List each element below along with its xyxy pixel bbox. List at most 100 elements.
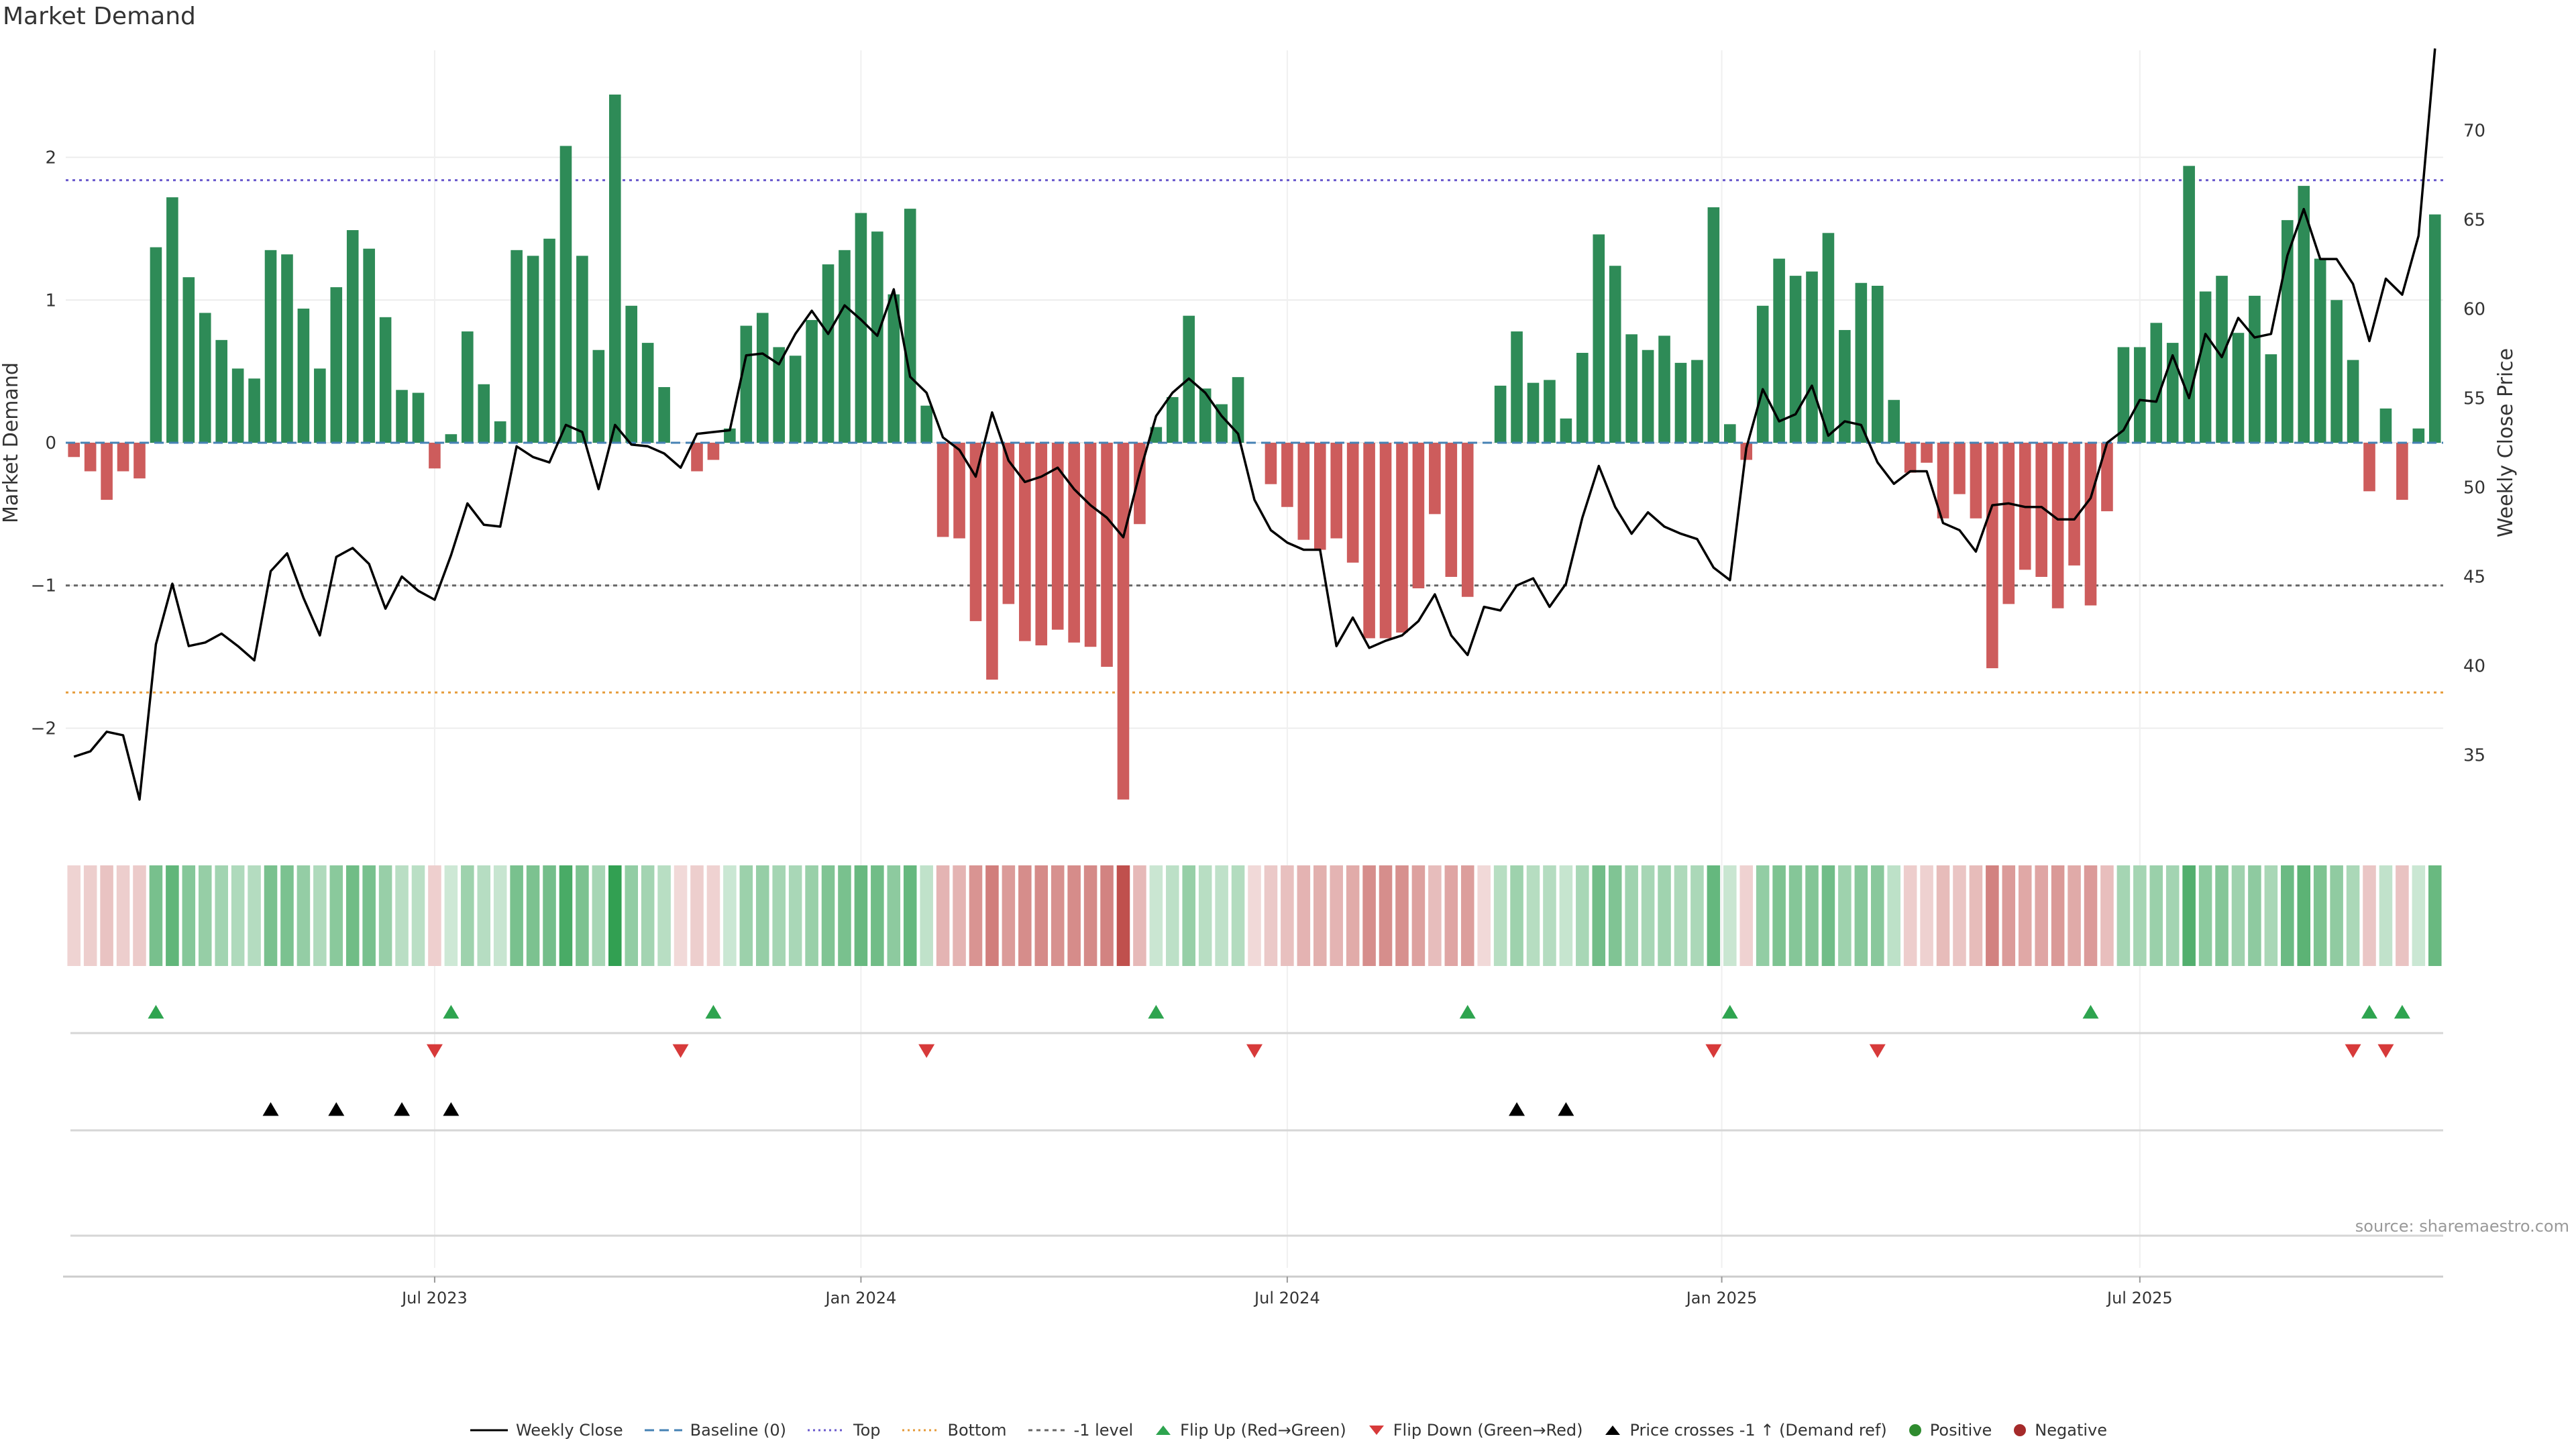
heat-strip-cell	[1739, 865, 1754, 966]
heat-strip-cell	[1231, 865, 1245, 966]
demand-bar	[855, 213, 867, 443]
demand-bar	[1511, 331, 1523, 443]
heat-strip-cell	[739, 865, 753, 966]
heat-strip-cell	[920, 865, 933, 966]
demand-bar	[1051, 443, 1064, 630]
demand-bar	[559, 146, 572, 443]
heat-strip-cell	[1346, 865, 1360, 966]
demand-bar	[1150, 427, 1163, 443]
heat-strip-cell	[706, 865, 720, 966]
demand-bar	[429, 443, 441, 469]
demand-bar	[1035, 443, 1048, 646]
legend-item-weekly-close: Weekly Close	[469, 1421, 623, 1440]
heat-strip-cell	[871, 865, 884, 966]
heat-strip-cell	[2165, 865, 2180, 966]
y-tick-label-right: 65	[2463, 211, 2485, 231]
demand-bar	[756, 313, 769, 443]
x-tick-label: Jul 2023	[400, 1289, 468, 1307]
demand-bar	[2314, 258, 2326, 443]
legend-label: Price crosses -1 ↑ (Demand ref)	[1629, 1421, 1887, 1440]
demand-bar	[2347, 360, 2359, 443]
demand-bar	[953, 443, 965, 539]
demand-bar	[2051, 443, 2064, 608]
flip-down-marker	[426, 1044, 443, 1058]
demand-bar	[346, 230, 359, 443]
price-cross-marker	[328, 1102, 345, 1116]
y-tick-label-right: 35	[2463, 745, 2485, 765]
demand-bar	[1773, 258, 1785, 443]
demand-bar	[1002, 443, 1015, 604]
demand-bar	[1789, 276, 1802, 443]
demand-bar	[1330, 443, 1343, 539]
heat-strip-cell	[1723, 865, 1737, 966]
demand-bar	[1544, 380, 1556, 443]
heat-strip-cell	[1658, 865, 1671, 966]
demand-bar	[1199, 388, 1212, 443]
demand-bar	[724, 428, 736, 443]
demand-bar	[2199, 291, 2212, 443]
demand-bar	[2298, 186, 2310, 443]
y-tick-label-right: 60	[2463, 300, 2485, 320]
heat-strip-cell	[2330, 865, 2343, 966]
heat-strip-cell	[2297, 865, 2311, 966]
demand-bar	[2232, 333, 2245, 443]
heat-strip-cell	[1625, 865, 1638, 966]
demand-bar	[527, 256, 539, 443]
demand-bar	[1117, 443, 1130, 800]
price-cross-marker	[443, 1102, 460, 1116]
heat-strip-cell	[2396, 865, 2409, 966]
heat-strip-cell	[2346, 865, 2360, 966]
heat-strip-cell	[1510, 865, 1523, 966]
heat-strip-cell	[1674, 865, 1688, 966]
demand-bar	[1822, 233, 1835, 443]
demand-bar	[330, 287, 343, 443]
legend-label: Flip Down (Green→Red)	[1393, 1421, 1583, 1440]
flip-up-marker	[705, 1005, 722, 1019]
heat-strip-cell	[1707, 865, 1721, 966]
heat-strip-cell	[985, 865, 999, 966]
heat-strip-cell	[198, 865, 212, 966]
legend-item-negative: Negative	[2012, 1421, 2107, 1440]
heat-strip-cell	[2248, 865, 2261, 966]
y-tick-label-right: 70	[2463, 121, 2485, 142]
demand-bar	[84, 443, 97, 472]
demand-bar	[1855, 282, 1868, 443]
flip-up-marker	[2394, 1005, 2410, 1019]
flip-down-marker	[1869, 1044, 1886, 1058]
demand-bar	[133, 443, 146, 479]
heat-strip-cell	[1756, 865, 1770, 966]
heat-strip-cell	[1969, 865, 1983, 966]
y-tick-label-right: 40	[2463, 656, 2485, 676]
demand-bar	[2035, 443, 2047, 577]
demand-bar	[2330, 300, 2343, 443]
heat-strip-cell	[854, 865, 868, 966]
demand-bar	[281, 254, 293, 443]
heat-strip-cell	[1788, 865, 1803, 966]
flip-down-marker	[672, 1044, 689, 1058]
heat-strip-cell	[969, 865, 983, 966]
heat-strip-cell	[526, 865, 540, 966]
heat-strip-cell	[428, 865, 441, 966]
heat-strip-cell	[559, 865, 573, 966]
heat-strip-cell	[1330, 865, 1343, 966]
demand-bar	[543, 238, 555, 443]
demand-bar	[1527, 382, 1540, 443]
heat-strip-cell	[1953, 865, 1966, 966]
demand-bar	[462, 331, 474, 443]
demand-bar	[789, 356, 802, 443]
y-tick-label-left: 1	[45, 290, 56, 311]
heat-strip-cell	[1264, 865, 1278, 966]
heat-strip-cell	[755, 865, 769, 966]
demand-bar	[264, 250, 277, 443]
heat-strip-cell	[805, 865, 818, 966]
heat-strip-cell	[1772, 865, 1786, 966]
x-tick-label: Jan 2025	[1685, 1289, 1758, 1307]
demand-bar	[1658, 335, 1670, 443]
demand-bar	[1806, 271, 1818, 443]
heat-strip-cell	[1821, 865, 1835, 966]
demand-bar	[2166, 343, 2179, 443]
demand-bar	[2150, 323, 2163, 443]
demand-bar	[1429, 443, 1441, 515]
demand-bar	[888, 294, 900, 443]
demand-bar	[740, 325, 753, 443]
